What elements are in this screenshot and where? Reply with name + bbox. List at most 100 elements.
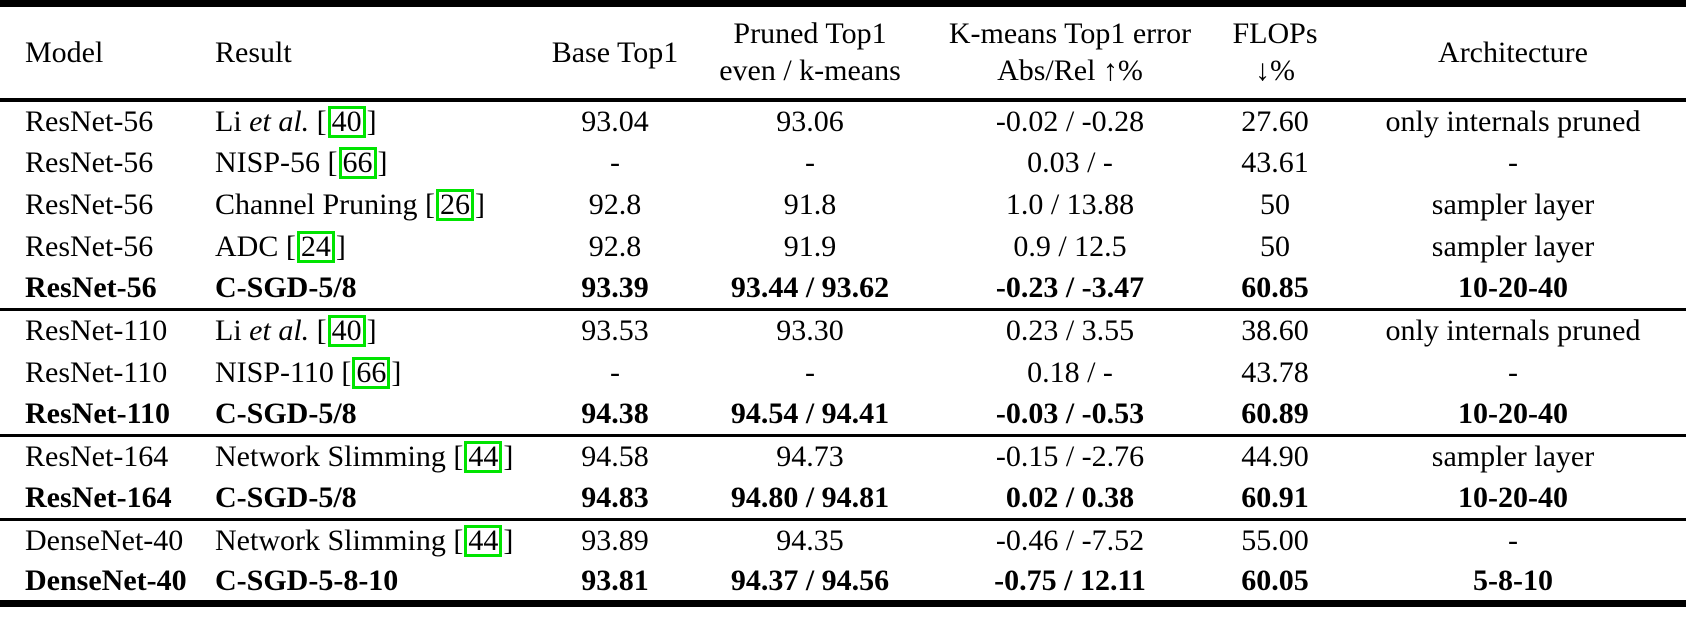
kmeans-error-cell: -0.23 / -3.47 [995,270,1145,304]
table-row: ResNet-110 C-SGD-5/8 94.38 94.54 / 94.41 -0.… [0,394,1686,436]
col-header-architecture: Architecture [1438,35,1588,69]
flops-cell: 44.90 [1241,440,1309,474]
flops-cell: 43.61 [1241,145,1309,179]
base-top1-cell: 94.58 [581,440,649,474]
table-row: ResNet-110 NISP-110 [66] - - 0.18 / - 43.78 - [0,352,1686,394]
base-top1-cell: 93.89 [581,524,649,558]
base-top1-cell: 92.8 [588,229,642,263]
flops-cell: 55.00 [1241,524,1309,558]
flops-cell: 27.60 [1241,104,1309,138]
result-cell: C-SGD-5/8 [215,270,357,304]
kmeans-error-cell: 0.9 / 12.5 [1013,229,1127,263]
et-al-italic: et al. [241,314,310,348]
pruned-top1-cell: 94.54 / 94.41 [730,396,890,430]
base-top1-cell: 93.04 [581,104,649,138]
architecture-cell: - [1508,355,1518,389]
col-header-base-top1: Base Top1 [551,35,679,69]
base-top1-cell: 93.81 [581,563,649,597]
citation-link[interactable]: 26 [436,188,474,221]
table-header: Model Result Base Top1 Pruned Top1 even /… [0,4,1686,100]
base-top1-cell: 93.39 [581,270,649,304]
model-cell: ResNet-56 [25,145,154,179]
kmeans-error-cell: 0.23 / 3.55 [1005,314,1135,348]
header-row: Model Result Base Top1 Pruned Top1 even /… [0,4,1686,100]
result-cell: Channel Pruning [26] [215,187,485,221]
flops-cell: 43.78 [1241,355,1309,389]
citation-link[interactable]: 44 [464,525,503,558]
kmeans-error-cell: 1.0 / 13.88 [1005,187,1135,221]
model-cell: ResNet-56 [25,187,154,221]
result-cell: Li et al. [40] [215,104,377,138]
table-group-3: ResNet-164 Network Slimming [44] 94.58 94.7… [0,435,1686,520]
architecture-cell: sampler layer [1431,187,1595,221]
table-row: ResNet-164 C-SGD-5/8 94.83 94.80 / 94.81 0.0… [0,478,1686,520]
flops-cell: 50 [1260,229,1290,263]
results-table: Model Result Base Top1 Pruned Top1 even /… [0,0,1686,607]
architecture-cell: only internals pruned [1385,104,1641,138]
pruned-top1-cell: 94.37 / 94.56 [730,563,890,597]
model-cell: ResNet-110 [25,314,168,348]
et-al-italic: et al. [241,104,310,138]
architecture-cell: - [1508,524,1518,558]
table-row: ResNet-164 Network Slimming [44] 94.58 94.7… [0,436,1686,478]
table-group-2: ResNet-110 Li et al. [40] 93.53 93.30 0.23 /… [0,309,1686,436]
base-top1-cell: 92.8 [588,187,642,221]
pruned-top1-cell: 94.80 / 94.81 [730,480,890,514]
architecture-cell: 5-8-10 [1473,563,1553,597]
col-header-flops: FLOPs ↓% [1232,17,1318,88]
citation-link[interactable]: 24 [296,230,335,263]
citation-link[interactable]: 40 [327,105,366,138]
citation-link[interactable]: 66 [338,146,377,179]
col-header-model: Model [25,35,104,69]
table-row: ResNet-110 Li et al. [40] 93.53 93.30 0.23 /… [0,310,1686,352]
table-row: DenseNet-40 Network Slimming [44] 93.89 94.… [0,520,1686,562]
result-cell: C-SGD-5/8 [215,396,357,430]
result-cell: Network Slimming [44] [215,524,514,558]
model-cell: DenseNet-40 [25,563,187,597]
flops-cell: 60.85 [1241,270,1309,304]
table-row: ResNet-56 C-SGD-5/8 93.39 93.44 / 93.62 -0.2… [0,268,1686,310]
pruned-top1-cell: 93.44 / 93.62 [730,270,890,304]
architecture-cell: only internals pruned [1385,314,1641,348]
result-cell: ADC [24] [215,229,346,263]
model-cell: ResNet-164 [25,480,172,514]
architecture-cell: sampler layer [1431,229,1595,263]
kmeans-error-cell: -0.03 / -0.53 [995,396,1145,430]
architecture-cell: 10-20-40 [1458,270,1568,304]
kmeans-error-cell: 0.18 / - [1027,355,1113,389]
pruned-top1-cell: - [805,145,815,179]
base-top1-cell: - [610,355,620,389]
flops-cell: 50 [1260,187,1290,221]
citation-link[interactable]: 40 [327,315,366,348]
pruned-top1-cell: - [805,355,815,389]
result-cell: NISP-110 [66] [215,355,402,389]
pruned-top1-cell: 91.9 [783,229,837,263]
col-header-pruned-top1: Pruned Top1 even / k-means [719,17,901,88]
table-row: ResNet-56 ADC [24] 92.8 91.9 0.9 / 12.5 50 sam… [0,226,1686,268]
kmeans-error-cell: 0.03 / - [1027,145,1113,179]
flops-cell: 60.05 [1241,563,1309,597]
kmeans-error-cell: -0.46 / -7.52 [995,524,1145,558]
pruned-top1-cell: 91.8 [783,187,837,221]
pruned-top1-cell: 94.73 [776,440,844,474]
citation-link[interactable]: 44 [464,441,503,474]
table-row: DenseNet-40 C-SGD-5-8-10 93.81 94.37 / 94.5… [0,562,1686,604]
model-cell: DenseNet-40 [25,524,184,558]
result-cell: Network Slimming [44] [215,440,514,474]
table-group-1: ResNet-56 Li et al. [40] 93.04 93.06 -0.02 /… [0,100,1686,310]
result-cell: Li et al. [40] [215,314,377,348]
base-top1-cell: 94.38 [581,396,649,430]
model-cell: ResNet-56 [25,270,157,304]
kmeans-error-cell: 0.02 / 0.38 [1005,480,1135,514]
base-top1-cell: 93.53 [581,314,649,348]
kmeans-error-cell: -0.02 / -0.28 [995,104,1145,138]
table-group-4: DenseNet-40 Network Slimming [44] 93.89 94.… [0,519,1686,604]
architecture-cell: 10-20-40 [1458,480,1568,514]
architecture-cell: 10-20-40 [1458,396,1568,430]
table-row: ResNet-56 Channel Pruning [26] 92.8 91.8 1.0… [0,184,1686,226]
citation-link[interactable]: 66 [352,356,391,389]
kmeans-error-cell: -0.75 / 12.11 [994,563,1146,597]
model-cell: ResNet-164 [25,440,169,474]
pruned-top1-cell: 94.35 [776,524,844,558]
pruned-top1-cell: 93.06 [776,104,844,138]
